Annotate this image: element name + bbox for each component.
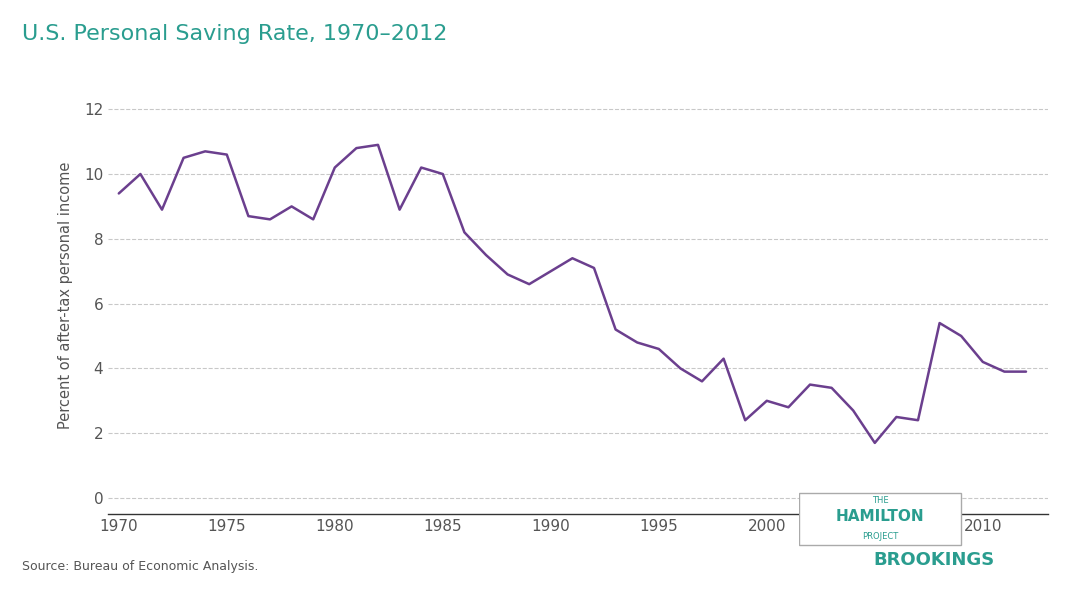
Text: Source: Bureau of Economic Analysis.: Source: Bureau of Economic Analysis. [22,560,258,573]
Text: U.S. Personal Saving Rate, 1970–2012: U.S. Personal Saving Rate, 1970–2012 [22,24,447,44]
Text: BROOKINGS: BROOKINGS [874,551,995,569]
Text: THE: THE [872,496,889,505]
Y-axis label: Percent of after-tax personal income: Percent of after-tax personal income [57,162,72,429]
Text: PROJECT: PROJECT [862,532,899,541]
Text: HAMILTON: HAMILTON [836,509,924,524]
FancyBboxPatch shape [799,493,961,545]
